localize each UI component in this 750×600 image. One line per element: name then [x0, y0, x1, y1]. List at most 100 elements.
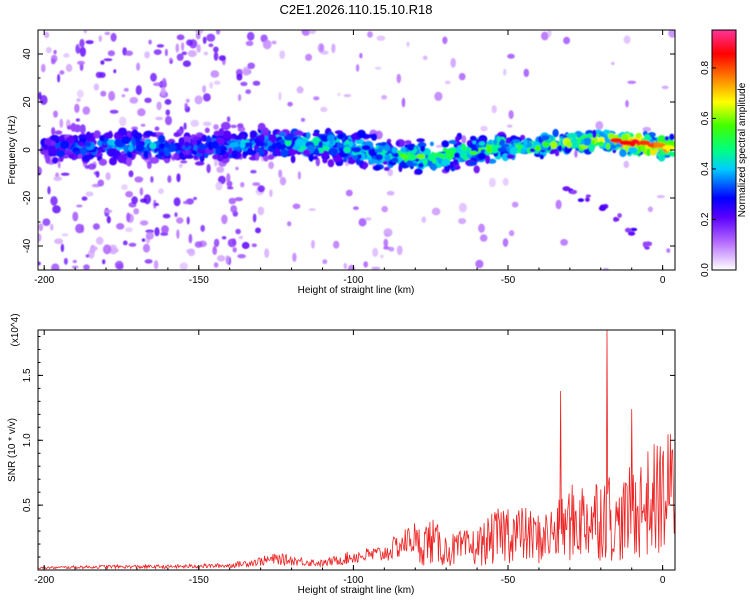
- spectrogram-speckle: [212, 246, 218, 255]
- spectrogram-speckle: [155, 116, 164, 121]
- spectrogram-ridge-cell: [485, 154, 491, 164]
- spectrogram-ridge-cell: [374, 148, 383, 153]
- spectrogram-speckle: [125, 50, 133, 56]
- spectrogram-speckle: [63, 53, 70, 58]
- spectrogram-speckle: [364, 217, 372, 221]
- spectrogram-y-label: Frequency (Hz): [7, 116, 18, 185]
- spectrogram-ridge-cell: [315, 157, 320, 167]
- spectrogram-ridge-cell: [82, 154, 91, 162]
- spectrogram-speckle: [87, 163, 96, 170]
- spectrogram-ridge-cell: [351, 147, 362, 153]
- spectrogram-speckle: [153, 82, 162, 87]
- spectrogram-speckle: [333, 240, 340, 249]
- spectrogram-speckle: [167, 175, 172, 183]
- spectrogram-speckle: [182, 60, 191, 67]
- spectrogram-speckle: [52, 205, 61, 214]
- spectrogram-ridge-cell: [429, 141, 434, 147]
- spectrogram-branch-cell: [585, 194, 591, 198]
- spectrogram-speckle: [43, 31, 50, 39]
- spectrogram-speckle: [116, 223, 125, 230]
- spectrogram-speckle: [79, 46, 86, 57]
- spectrogram-speckle: [53, 176, 63, 182]
- spectrogram-ridge-cell: [461, 146, 468, 151]
- spectrogram-speckle: [353, 206, 359, 211]
- spectrogram-speckle: [541, 31, 549, 41]
- spectrogram-speckle: [246, 31, 255, 41]
- spectrogram-ridge-cell: [197, 143, 208, 150]
- spectrogram-speckle: [131, 196, 138, 205]
- spectrogram-ridge-cell: [539, 154, 544, 160]
- spectrogram-branch-cell: [613, 217, 620, 222]
- spectrogram-speckle: [213, 51, 219, 61]
- spectrogram-speckle: [178, 163, 183, 168]
- spectrogram-speckle: [51, 263, 60, 270]
- spectrogram-ridge-cell: [72, 154, 78, 161]
- spectrogram-speckle: [642, 126, 652, 132]
- spectrogram-ridge-cell: [582, 137, 593, 146]
- spectrogram-speckle: [108, 90, 116, 101]
- spectrogram-speckle: [65, 63, 73, 72]
- spectrogram-speckle: [185, 98, 190, 103]
- spectrogram-speckle: [268, 161, 274, 170]
- spectrogram-ridge-cell: [416, 153, 426, 160]
- spectrogram-speckle: [82, 106, 91, 115]
- spectrogram-ridge-cell: [73, 124, 82, 133]
- x-tick-label: 0: [660, 575, 666, 586]
- spectrogram-ridge-cell: [283, 135, 294, 141]
- spectrogram-speckle: [102, 259, 106, 265]
- spectrogram-speckle: [169, 57, 173, 61]
- spectrogram-speckle: [458, 218, 467, 225]
- spectrogram-branch-cell: [562, 186, 571, 192]
- spectrogram-ridge-cell: [127, 130, 131, 139]
- spectrogram-ridge-cell: [320, 135, 329, 143]
- spectrogram-speckle: [128, 242, 137, 247]
- spectrogram-speckle: [105, 172, 111, 181]
- colorbar: 0.0 0.2 0.4 0.6 0.8 Normalized spectral ampl…: [700, 29, 748, 277]
- spectrogram-speckle: [343, 94, 352, 98]
- spectrogram-ridge-cell: [414, 168, 423, 175]
- spectrogram-speckle: [174, 212, 178, 218]
- spectrogram-speckle: [98, 35, 103, 42]
- y-tick-label: 0.5: [22, 498, 33, 512]
- spectrogram-ridge-cell: [497, 147, 508, 153]
- spectrogram-ridge-cell: [657, 135, 667, 144]
- spectrogram-ridge-cell: [123, 144, 128, 154]
- spectrogram-speckle: [203, 51, 208, 56]
- spectrogram-peak: [662, 145, 675, 151]
- spectrogram-ridge-cell: [603, 129, 611, 134]
- spectrogram-ridge-cell: [604, 134, 609, 143]
- spectrogram-ridge-cell: [54, 130, 63, 135]
- spectrogram-ridge-cell: [244, 142, 253, 147]
- spectrogram-speckle: [91, 246, 99, 251]
- spectrogram-ridge-cell: [509, 146, 518, 155]
- spectrogram-ridge-cell: [445, 149, 456, 159]
- colorbar-label: Normalized spectral amplitude: [737, 82, 748, 217]
- spectrogram-ridge-cell: [336, 142, 344, 149]
- spectrogram-speckle: [523, 68, 530, 78]
- snr-series-line: [38, 330, 675, 570]
- spectrogram-speckle: [108, 244, 118, 255]
- spectrogram-speckle: [458, 72, 466, 81]
- spectrogram-ridge-cell: [418, 162, 424, 168]
- spectrogram-speckle: [269, 189, 273, 198]
- spectrogram-ridge-cell: [293, 130, 304, 136]
- spectrogram-ridge-cell: [78, 134, 88, 139]
- spectrogram-speckle: [54, 238, 64, 245]
- spectrogram-speckle: [123, 87, 129, 92]
- spectrogram-speckle: [183, 200, 188, 205]
- spectrogram-ridge-cell: [493, 139, 498, 146]
- spectrogram-speckle: [279, 176, 287, 186]
- spectrogram-speckle: [119, 116, 127, 127]
- spectrogram-ridge-cell: [60, 140, 70, 149]
- spectrogram-ridge-cell: [406, 154, 417, 161]
- spectrogram-speckle: [488, 177, 496, 188]
- spectrogram-speckle: [41, 63, 46, 73]
- spectrogram-speckle: [250, 169, 257, 174]
- spectrogram-speckle: [176, 173, 181, 183]
- spectrogram-speckle: [193, 196, 197, 201]
- spectrogram-ridge-cell: [262, 154, 269, 162]
- spectrogram-branch-cell: [585, 197, 590, 202]
- spectrogram-speckle: [49, 223, 54, 231]
- spectrogram-ridge-cell: [423, 159, 428, 165]
- spectrogram-ridge-cell: [229, 135, 235, 140]
